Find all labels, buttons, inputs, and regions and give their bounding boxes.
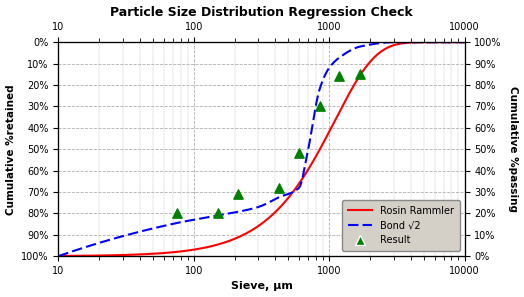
X-axis label: Sieve, μm: Sieve, μm: [231, 282, 292, 291]
Title: Particle Size Distribution Regression Check: Particle Size Distribution Regression Ch…: [110, 6, 413, 18]
Point: [234, 192, 242, 197]
Point: [335, 74, 343, 79]
Y-axis label: Cumulative %retained: Cumulative %retained: [6, 84, 16, 214]
Point: [213, 211, 222, 216]
Point: [315, 104, 324, 109]
Point: [295, 151, 303, 156]
Y-axis label: Cumulative %passing: Cumulative %passing: [508, 86, 518, 212]
Legend: Rosin Rammler, Bond √2, Result: Rosin Rammler, Bond √2, Result: [342, 200, 460, 251]
Point: [275, 185, 283, 190]
Point: [172, 211, 181, 216]
Point: [356, 72, 365, 77]
